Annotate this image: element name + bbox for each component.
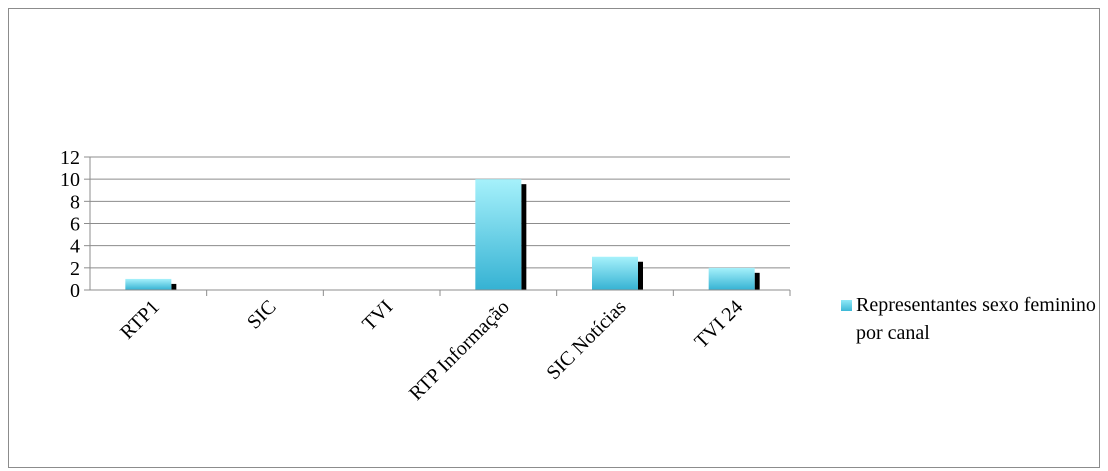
gridlines bbox=[90, 156, 790, 291]
bar-shadow bbox=[754, 272, 760, 290]
x-tick-label: RTP1 bbox=[116, 296, 164, 344]
y-tick-label: 6 bbox=[70, 214, 80, 236]
x-tick-label: TVI 24 bbox=[690, 296, 747, 353]
x-axis-labels: RTP1 SIC TVI RTP Informação SIC Notícias TVI … bbox=[116, 296, 747, 405]
bar bbox=[125, 278, 172, 290]
y-tick-label: 12 bbox=[60, 147, 80, 169]
y-tick-label: 0 bbox=[70, 280, 80, 302]
y-tick-label: 2 bbox=[70, 258, 80, 280]
y-tick-label: 10 bbox=[60, 169, 80, 191]
x-axis-ticks bbox=[90, 289, 791, 296]
bar-shadow bbox=[521, 184, 527, 290]
bar-shadow bbox=[171, 283, 177, 290]
bar bbox=[708, 267, 755, 290]
y-tick-label: 4 bbox=[70, 236, 80, 258]
chart-frame: 0 2 4 6 8 10 12 RTP1 SIC TVI RTP Informação SIC No… bbox=[8, 8, 1100, 468]
x-tick-label: SIC bbox=[243, 296, 281, 334]
y-tick-label: 8 bbox=[70, 191, 80, 213]
bars bbox=[125, 179, 760, 290]
legend-swatch bbox=[841, 300, 852, 311]
legend-label: Representantes sexo feminino por canal bbox=[856, 294, 1096, 344]
bar bbox=[475, 179, 522, 290]
bar-shadow bbox=[638, 261, 643, 290]
x-tick-label: SIC Notícias bbox=[542, 296, 630, 384]
x-tick-label: TVI bbox=[358, 296, 397, 335]
bar bbox=[592, 256, 638, 290]
x-tick-label: RTP Informação bbox=[405, 296, 514, 405]
